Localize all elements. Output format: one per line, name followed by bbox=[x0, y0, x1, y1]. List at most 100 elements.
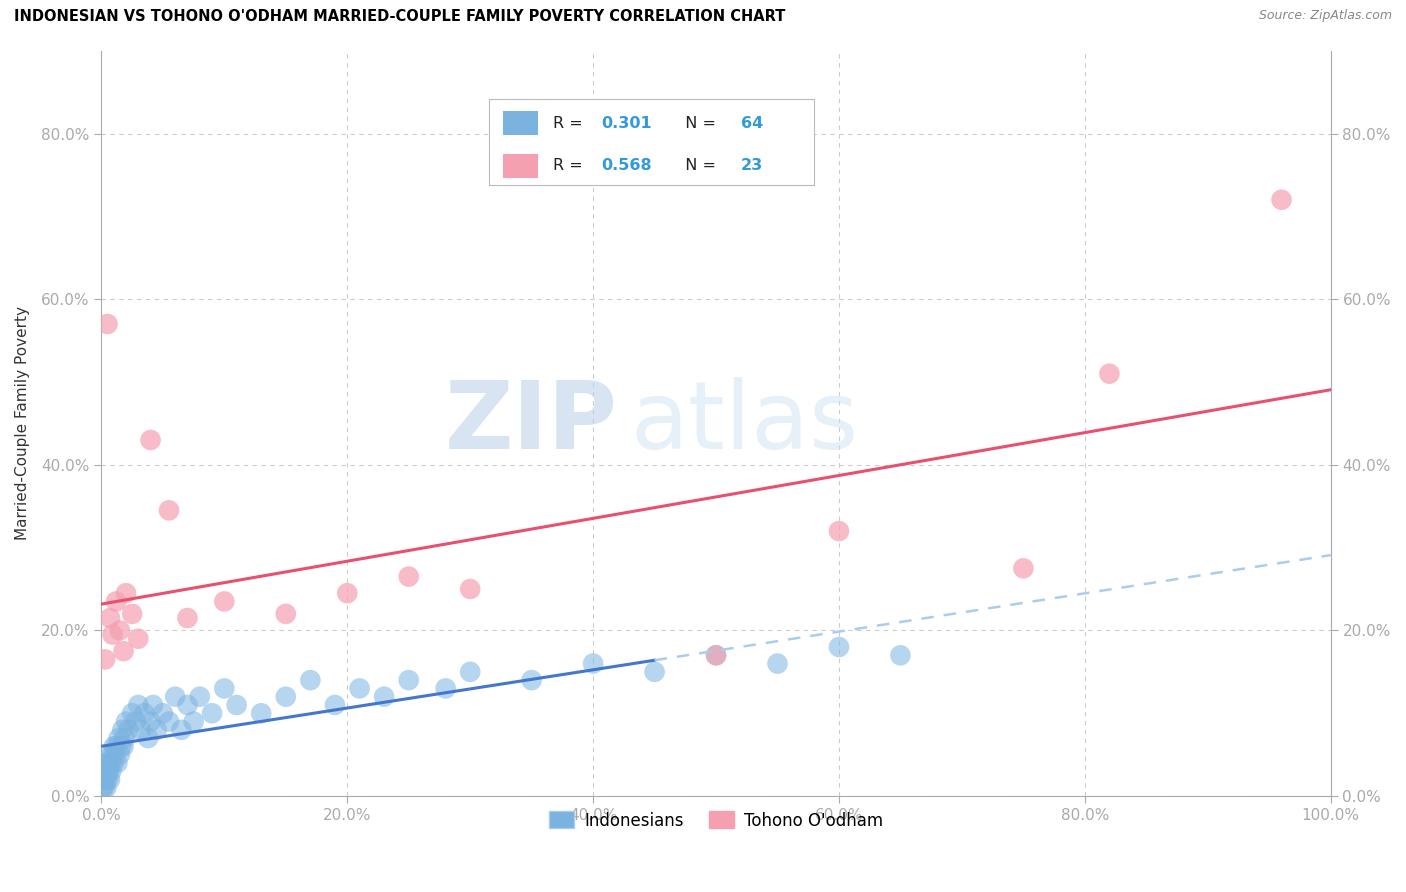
Y-axis label: Married-Couple Family Poverty: Married-Couple Family Poverty bbox=[15, 306, 30, 541]
Point bbox=[98, 772, 121, 787]
Point bbox=[152, 706, 174, 721]
Point bbox=[201, 706, 224, 721]
Point bbox=[129, 723, 152, 737]
Point bbox=[98, 747, 121, 762]
Point bbox=[98, 611, 121, 625]
Text: 0.301: 0.301 bbox=[602, 116, 652, 130]
Text: N =: N = bbox=[675, 159, 721, 174]
Point bbox=[434, 681, 457, 696]
Point bbox=[644, 665, 666, 679]
Point bbox=[225, 698, 247, 712]
Point bbox=[101, 627, 124, 641]
Point bbox=[1012, 561, 1035, 575]
Point bbox=[214, 681, 236, 696]
Point bbox=[105, 756, 128, 770]
Point bbox=[97, 772, 120, 787]
Point bbox=[398, 673, 420, 687]
Point bbox=[274, 607, 297, 621]
Text: Source: ZipAtlas.com: Source: ZipAtlas.com bbox=[1258, 9, 1392, 22]
Point bbox=[828, 524, 851, 538]
FancyBboxPatch shape bbox=[503, 112, 538, 135]
Point bbox=[136, 731, 159, 745]
Text: 0.568: 0.568 bbox=[602, 159, 652, 174]
Point bbox=[165, 690, 187, 704]
Point bbox=[142, 698, 165, 712]
Point bbox=[103, 739, 125, 754]
Point bbox=[94, 772, 117, 787]
Point bbox=[139, 714, 162, 729]
Point bbox=[125, 714, 148, 729]
Point bbox=[96, 780, 118, 795]
Point bbox=[274, 690, 297, 704]
Point bbox=[398, 569, 420, 583]
Point bbox=[117, 723, 139, 737]
Point bbox=[115, 714, 138, 729]
Point bbox=[93, 780, 115, 795]
Point bbox=[94, 652, 117, 666]
Point bbox=[105, 594, 128, 608]
Point bbox=[121, 607, 143, 621]
Point bbox=[108, 624, 131, 638]
Text: ZIP: ZIP bbox=[444, 377, 617, 469]
Point bbox=[889, 648, 911, 663]
Point bbox=[250, 706, 273, 721]
Point bbox=[97, 764, 120, 779]
Point bbox=[188, 690, 211, 704]
Point bbox=[176, 611, 198, 625]
Text: 64: 64 bbox=[741, 116, 763, 130]
Point bbox=[157, 503, 180, 517]
Point bbox=[108, 747, 131, 762]
Point bbox=[100, 756, 122, 770]
Point bbox=[145, 723, 167, 737]
Point bbox=[110, 739, 132, 754]
Point bbox=[157, 714, 180, 729]
Point bbox=[1270, 193, 1292, 207]
Point bbox=[101, 747, 124, 762]
Point bbox=[91, 780, 114, 795]
Point bbox=[170, 723, 193, 737]
Point bbox=[97, 317, 120, 331]
Point bbox=[127, 632, 149, 646]
Point bbox=[582, 657, 605, 671]
Point bbox=[323, 698, 346, 712]
Point bbox=[97, 756, 120, 770]
Point bbox=[349, 681, 371, 696]
Point bbox=[520, 673, 543, 687]
Point bbox=[111, 723, 134, 737]
Point bbox=[127, 698, 149, 712]
Point bbox=[373, 690, 395, 704]
Point bbox=[105, 739, 128, 754]
Point bbox=[458, 582, 481, 596]
Point bbox=[214, 594, 236, 608]
Point bbox=[139, 433, 162, 447]
Point bbox=[115, 586, 138, 600]
Point bbox=[114, 731, 136, 745]
Point bbox=[704, 648, 727, 663]
Point bbox=[100, 764, 122, 779]
Text: INDONESIAN VS TOHONO O'ODHAM MARRIED-COUPLE FAMILY POVERTY CORRELATION CHART: INDONESIAN VS TOHONO O'ODHAM MARRIED-COU… bbox=[14, 9, 786, 24]
Point bbox=[704, 648, 727, 663]
Text: R =: R = bbox=[553, 116, 588, 130]
Legend: Indonesians, Tohono O'odham: Indonesians, Tohono O'odham bbox=[543, 805, 890, 836]
Point bbox=[107, 731, 129, 745]
Point bbox=[458, 665, 481, 679]
Point bbox=[103, 756, 125, 770]
Point bbox=[93, 772, 115, 787]
Text: atlas: atlas bbox=[630, 377, 858, 469]
Text: R =: R = bbox=[553, 159, 588, 174]
FancyBboxPatch shape bbox=[503, 154, 538, 178]
Point bbox=[112, 644, 135, 658]
Point bbox=[134, 706, 156, 721]
Point bbox=[97, 764, 120, 779]
Point bbox=[104, 747, 127, 762]
Point bbox=[1098, 367, 1121, 381]
Point bbox=[336, 586, 359, 600]
Point bbox=[112, 739, 135, 754]
Point bbox=[183, 714, 205, 729]
FancyBboxPatch shape bbox=[489, 99, 814, 185]
Text: 23: 23 bbox=[741, 159, 763, 174]
Point bbox=[828, 640, 851, 654]
Point bbox=[766, 657, 789, 671]
Point bbox=[176, 698, 198, 712]
Point bbox=[121, 706, 143, 721]
